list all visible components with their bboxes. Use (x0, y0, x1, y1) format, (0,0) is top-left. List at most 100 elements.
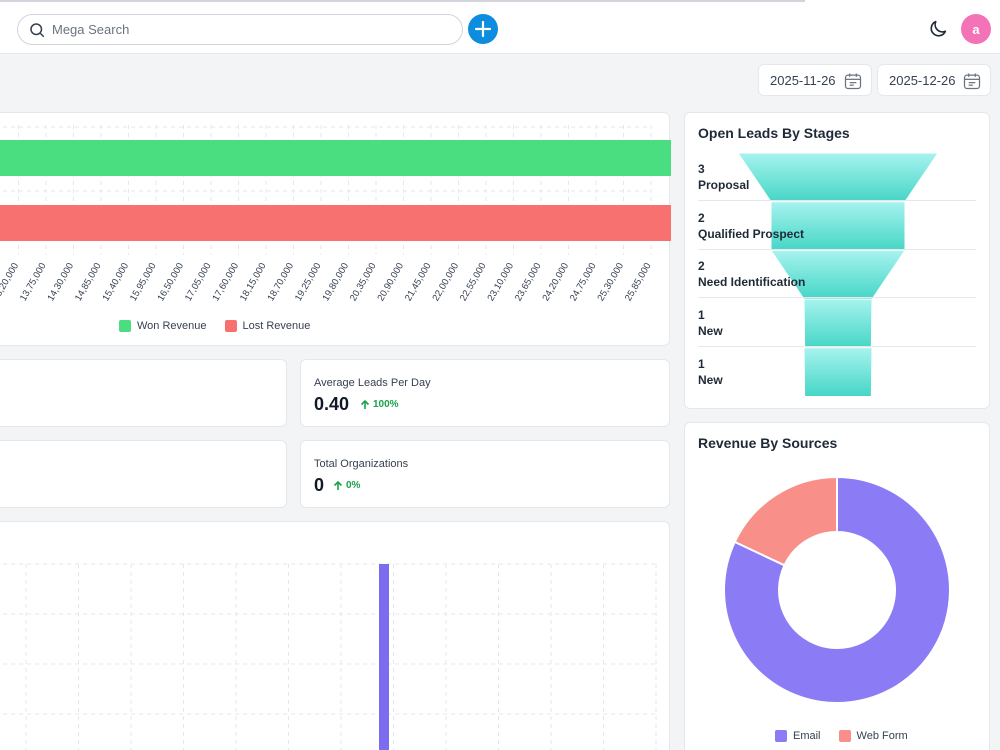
stage-name: New (698, 372, 723, 387)
stat-value: 0 (314, 475, 325, 495)
stage-row[interactable]: 1 New (698, 308, 976, 338)
legend-lost[interactable]: Lost Revenue (224, 320, 311, 332)
x-tick-label: 16,50,000 (155, 261, 186, 303)
stat-card (0, 359, 287, 427)
stage-name: Proposal (698, 178, 750, 192)
card-title: Revenue By Sources (698, 435, 838, 451)
calendar-icon[interactable] (962, 71, 982, 91)
x-tick-label: 21,45,000 (403, 261, 434, 303)
search-box[interactable] (17, 14, 463, 45)
open-leads-card: Open Leads By Stages 3 Proposal 2 Qualified… (684, 112, 990, 409)
top-bar: a (0, 0, 1000, 54)
stage-row[interactable]: 2 Qualified Prospect (698, 211, 976, 241)
plus-icon (474, 20, 492, 38)
search-input[interactable] (52, 22, 452, 37)
legend-label: Won Revenue (137, 320, 207, 332)
stage-row[interactable]: 2 Need Identification (698, 259, 976, 289)
stage-count: 1 (698, 308, 705, 323)
stage-divider (698, 248, 976, 250)
stage-divider (698, 200, 976, 201)
funnel-segment (803, 347, 873, 397)
arrow-up-icon (360, 399, 370, 409)
start-date-input[interactable]: 2025-11-26 (758, 64, 872, 96)
card-title: Open Leads By Stages (698, 125, 850, 141)
x-tick-label: 17,05,000 (183, 261, 214, 303)
stage-row[interactable]: 3 Proposal (698, 162, 976, 192)
donut-slice (723, 475, 951, 704)
x-tick-label: 23,10,000 (485, 261, 516, 303)
revenue-bar (0, 205, 671, 241)
x-tick-label: 14,30,000 (45, 261, 76, 303)
legend-won[interactable]: Won Revenue (119, 320, 207, 332)
add-button[interactable] (468, 14, 498, 44)
legend-label: Email (793, 730, 821, 742)
x-tick-label: 24,75,000 (568, 261, 599, 303)
legend-swatch (775, 730, 787, 742)
revenue-chart-card: 7,15,0007,70,0008,25,0008,80,0009,35,000… (0, 112, 671, 346)
x-tick-label: 19,25,000 (293, 261, 324, 303)
stage-divider (698, 297, 976, 299)
x-tick-label: 18,70,000 (265, 261, 296, 303)
avatar[interactable]: a (961, 14, 991, 44)
revenue-sources-card: Revenue By Sources Email Web Form (684, 422, 990, 750)
stage-name: Qualified Prospect (698, 226, 805, 241)
arrow-up-icon (333, 480, 343, 490)
x-tick-label: 23,65,000 (513, 261, 544, 303)
stat-label: Average Leads Per Day (314, 377, 431, 389)
stage-row[interactable]: 1 New (698, 357, 976, 387)
end-date-input[interactable]: 2025-12-26 (877, 64, 991, 96)
end-date-value: 2025-12-26 (889, 72, 956, 88)
funnel-chart (737, 152, 939, 397)
x-tick-label: 14,85,000 (73, 261, 104, 303)
x-tick-label: 17,60,000 (210, 261, 241, 303)
x-tick-label: 25,30,000 (595, 261, 626, 303)
loading-bar (0, 0, 805, 2)
donut-slice (733, 475, 838, 567)
stat-delta-value: 100% (373, 399, 399, 410)
bottom-chart (0, 563, 657, 750)
x-tick-label: 18,15,000 (238, 261, 269, 303)
start-date-value: 2025-11-26 (770, 72, 836, 88)
legend-swatch (838, 730, 851, 742)
stage-count: 3 (698, 162, 705, 176)
x-tick-label: 20,90,000 (375, 261, 406, 303)
stat-card (0, 440, 287, 508)
stat-delta: 0% (333, 480, 360, 491)
calendar-icon[interactable] (843, 71, 863, 91)
x-tick-label: 13,75,000 (18, 261, 49, 303)
legend-label: Web Form (856, 730, 908, 742)
stat-value: 0.40 (314, 394, 350, 414)
legend-swatch (224, 320, 237, 332)
sources-legend: Email Web Form (775, 730, 926, 742)
bottom-chart-card (0, 521, 670, 750)
moon-icon[interactable] (927, 18, 949, 40)
x-tick-label: 20,35,000 (348, 261, 379, 303)
x-tick-label: 19,80,000 (320, 261, 351, 303)
x-tick-label: 22,55,000 (458, 261, 489, 303)
donut-chart (723, 475, 951, 704)
search-icon (30, 22, 45, 37)
stage-name: New (698, 324, 723, 339)
stat-card-average-leads: Average Leads Per Day 0.40 100% (300, 359, 670, 427)
stage-count: 1 (698, 356, 705, 371)
revenue-chart: 7,15,0007,70,0008,25,0008,80,0009,35,000… (0, 125, 671, 303)
revenue-legend: Won Revenue Lost Revenue (119, 320, 328, 332)
stage-name: Need Identification (698, 275, 806, 290)
revenue-bar (0, 140, 671, 176)
legend-web-form[interactable]: Web Form (838, 730, 908, 742)
x-tick-label: 25,85,000 (623, 261, 654, 303)
x-tick-label: 22,00,000 (430, 261, 461, 303)
stat-label: Total Organizations (314, 458, 409, 470)
x-tick-label: 15,95,000 (128, 261, 159, 303)
stage-count: 2 (698, 210, 705, 225)
stage-divider (698, 346, 976, 348)
stat-delta-value: 0% (346, 480, 361, 491)
legend-label: Lost Revenue (242, 320, 311, 332)
stage-count: 2 (698, 259, 705, 274)
stat-card-total-organizations: Total Organizations 0 0% (300, 440, 670, 508)
x-tick-label: 15,40,000 (100, 261, 131, 303)
legend-email[interactable]: Email (775, 730, 821, 742)
bottom-chart-bar (379, 564, 389, 750)
x-tick-label: 24,20,000 (540, 261, 571, 303)
legend-swatch (119, 320, 131, 332)
